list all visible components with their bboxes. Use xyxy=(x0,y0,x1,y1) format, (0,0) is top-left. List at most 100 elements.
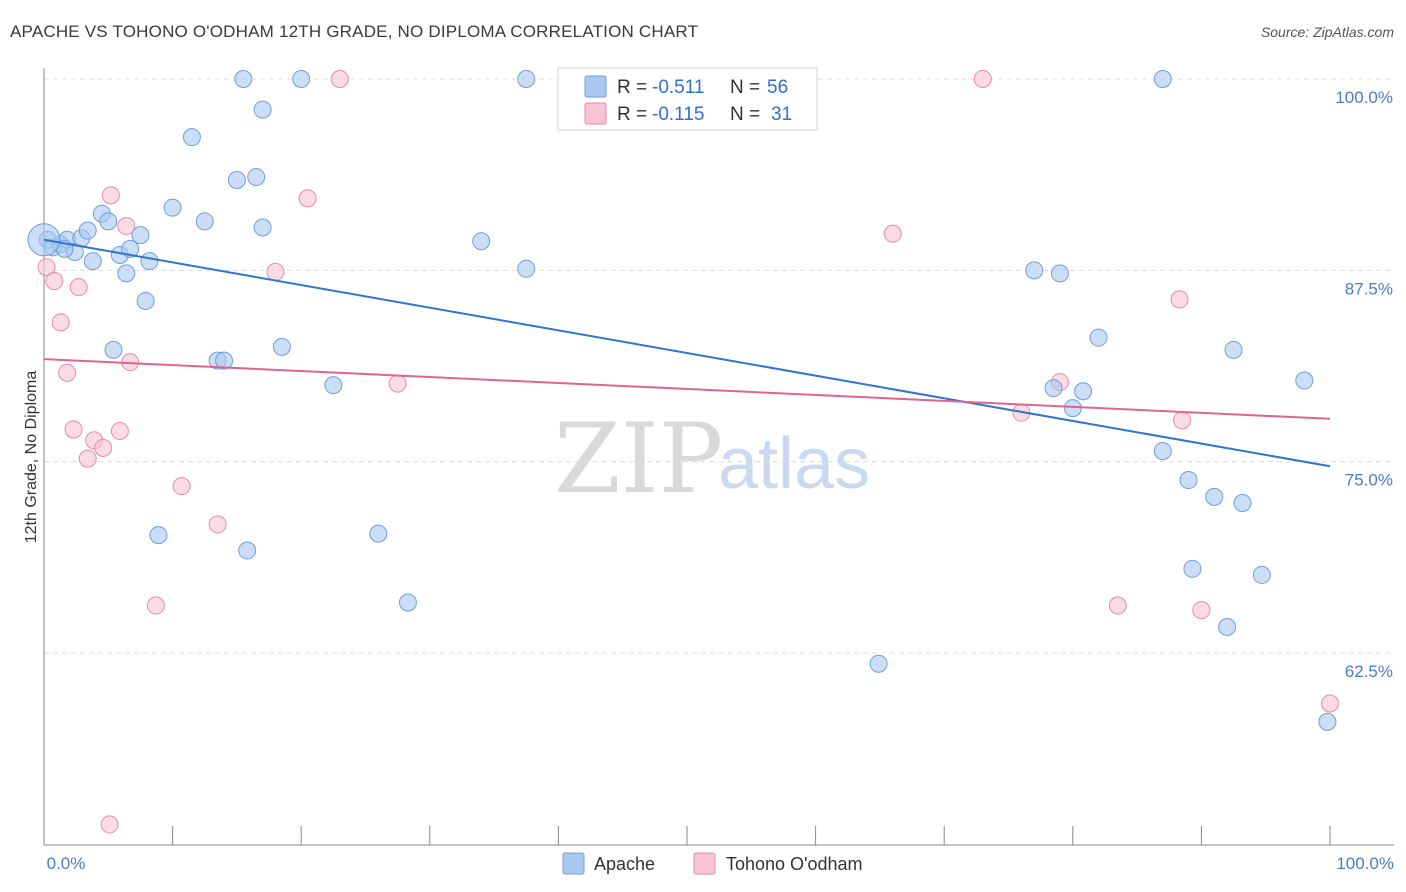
apache-point xyxy=(1074,382,1093,401)
tohono-point xyxy=(101,186,120,205)
y-tick-label: 62.5% xyxy=(1345,662,1393,681)
tohono-point xyxy=(266,262,285,281)
axes xyxy=(43,68,1394,846)
tohono-point xyxy=(208,515,227,534)
tohono-r-value: -0.115 xyxy=(652,104,704,125)
apache-n-value: 56 xyxy=(767,77,788,98)
x-tick-label-min: 0.0% xyxy=(47,854,86,873)
tohono-n-label: N = xyxy=(730,104,760,125)
tohono-point xyxy=(146,596,165,615)
apache-point xyxy=(253,218,272,237)
apache-point xyxy=(149,526,168,545)
apache-point xyxy=(78,221,97,240)
x-tick-label-max: 100.0% xyxy=(1336,854,1394,873)
apache-point xyxy=(292,70,311,88)
apache-point xyxy=(1183,559,1202,578)
tohono-point xyxy=(78,449,97,468)
tohono-point xyxy=(69,278,88,297)
apache-point xyxy=(163,198,182,217)
tohono-bottom-label: Tohono O'odham xyxy=(726,854,863,874)
apache-r-label: R = xyxy=(617,77,647,98)
tohono-point xyxy=(172,477,191,496)
apache-point xyxy=(131,226,150,245)
tohono-point xyxy=(1108,596,1127,615)
tohono-point xyxy=(1173,411,1192,430)
apache-point xyxy=(1224,340,1243,359)
apache-point xyxy=(1089,328,1108,347)
apache-point xyxy=(238,541,257,560)
watermark-atlas: atlas xyxy=(718,424,870,504)
apache-point xyxy=(1044,379,1063,398)
apache-point xyxy=(1218,617,1237,636)
apache-point xyxy=(234,70,253,88)
apache-point xyxy=(83,252,102,271)
apache-n-label: N = xyxy=(730,77,760,98)
apache-point xyxy=(398,593,417,612)
tohono-point xyxy=(883,224,902,243)
tohono-point xyxy=(110,422,129,441)
tohono-point xyxy=(51,313,70,332)
series-legend: Apache Tohono O'odham xyxy=(562,852,863,875)
apache-point xyxy=(1318,712,1337,731)
tohono-point xyxy=(117,216,136,235)
apache-point xyxy=(517,259,536,278)
tohono-bottom-swatch xyxy=(693,852,716,875)
tohono-point xyxy=(45,272,64,291)
apache-point xyxy=(272,337,291,356)
apache-point xyxy=(1153,70,1172,88)
tohono-point xyxy=(94,438,113,457)
apache-point xyxy=(324,376,343,395)
apache-point xyxy=(195,212,214,231)
correlation-legend: R = -0.511 N = 56 R = -0.115 N = 31 xyxy=(557,67,818,131)
apache-point xyxy=(253,100,272,119)
tohono-point xyxy=(973,70,992,88)
tohono-point xyxy=(388,374,407,393)
y-tick-label: 100.0% xyxy=(1335,88,1393,107)
apache-point xyxy=(215,351,234,370)
chart-title: APACHE VS TOHONO O'ODHAM 12TH GRADE, NO … xyxy=(10,22,699,41)
apache-bottom-label: Apache xyxy=(594,854,655,874)
tohono-point xyxy=(37,258,56,277)
tohono-point xyxy=(1170,290,1189,309)
apache-point xyxy=(1025,261,1044,280)
apache-point xyxy=(369,524,388,543)
y-tick-label: 75.0% xyxy=(1345,471,1393,490)
tohono-legend-swatch xyxy=(584,102,607,125)
tohono-r-label: R = xyxy=(617,104,647,125)
apache-point xyxy=(1153,441,1172,460)
apache-trend-line xyxy=(43,238,1331,468)
apache-series xyxy=(27,70,1337,731)
y-axis-title: 12th Grade, No Diploma xyxy=(23,371,40,544)
apache-point xyxy=(227,171,246,190)
apache-point xyxy=(1252,565,1271,584)
y-tick-labels: 62.5% 75.0% 87.5% 100.0% xyxy=(1335,88,1393,681)
apache-point xyxy=(472,232,491,251)
apache-point xyxy=(140,252,159,271)
apache-point xyxy=(1050,264,1069,283)
tohono-point xyxy=(298,189,317,208)
apache-legend-swatch xyxy=(584,75,607,98)
tohono-series xyxy=(37,70,1339,834)
tohono-point xyxy=(100,815,119,834)
x-ticks xyxy=(172,826,1331,845)
apache-r-value: -0.511 xyxy=(652,77,704,98)
apache-point xyxy=(517,70,536,88)
apache-point xyxy=(869,654,888,673)
tohono-point xyxy=(64,420,83,439)
apache-bottom-swatch xyxy=(562,852,585,875)
watermark-zip: ZIP xyxy=(554,403,723,515)
tohono-n-value: 31 xyxy=(771,104,792,125)
tohono-point xyxy=(1192,601,1211,620)
tohono-point xyxy=(58,363,77,382)
apache-point xyxy=(136,291,155,310)
apache-point xyxy=(182,128,201,147)
apache-point xyxy=(1295,371,1314,390)
apache-point xyxy=(117,264,136,283)
apache-point xyxy=(247,167,266,186)
apache-point xyxy=(1233,493,1252,512)
tohono-point xyxy=(1321,694,1339,713)
source-credit: Source: ZipAtlas.com xyxy=(1260,24,1394,40)
tohono-point xyxy=(330,70,349,88)
apache-point xyxy=(1179,471,1198,490)
